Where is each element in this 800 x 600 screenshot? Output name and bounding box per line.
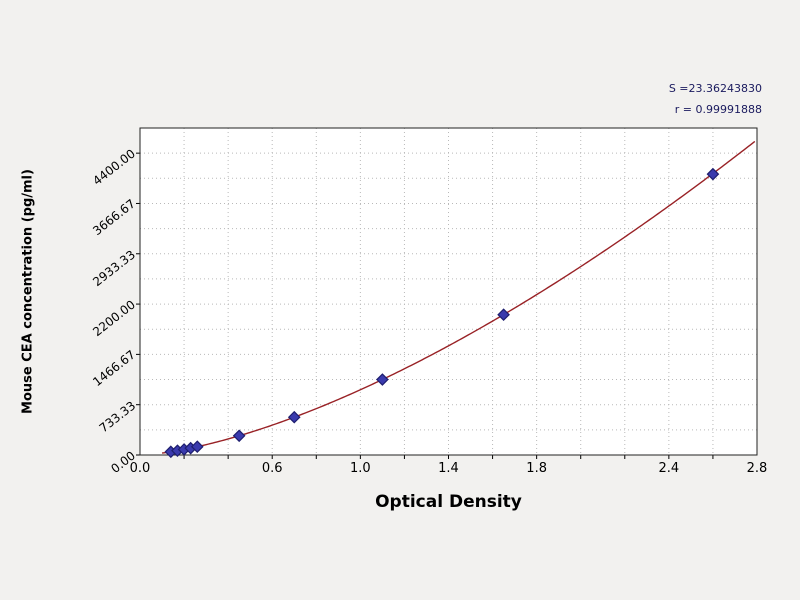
x-tick-label: 1.4 <box>438 461 459 476</box>
x-tick-label: 1.0 <box>350 461 371 476</box>
data-point-marker <box>706 167 720 181</box>
x-tick-label: 1.8 <box>526 461 547 476</box>
x-axis-title: Optical Density <box>375 492 522 512</box>
plot-border <box>139 127 758 456</box>
fit-correlation-text: r = 0.99991888 <box>674 103 762 116</box>
data-point-marker <box>376 373 389 386</box>
x-tick-label: 2.8 <box>746 461 768 476</box>
data-point-marker <box>497 308 510 322</box>
fit-standard-error-text: S =23.36243830 <box>668 82 762 95</box>
plot-background <box>140 128 757 455</box>
data-point-marker <box>287 410 301 424</box>
fitted-curve <box>161 140 756 454</box>
x-tick-label: 0.0 <box>129 461 151 476</box>
data-point-marker <box>232 429 246 443</box>
x-tick-label: 0.6 <box>261 461 283 476</box>
y-axis-title: Mouse CEA concentration (pg/ml) <box>20 169 36 414</box>
x-tick-label: 2.4 <box>658 461 680 476</box>
data-point-marker <box>190 440 204 454</box>
